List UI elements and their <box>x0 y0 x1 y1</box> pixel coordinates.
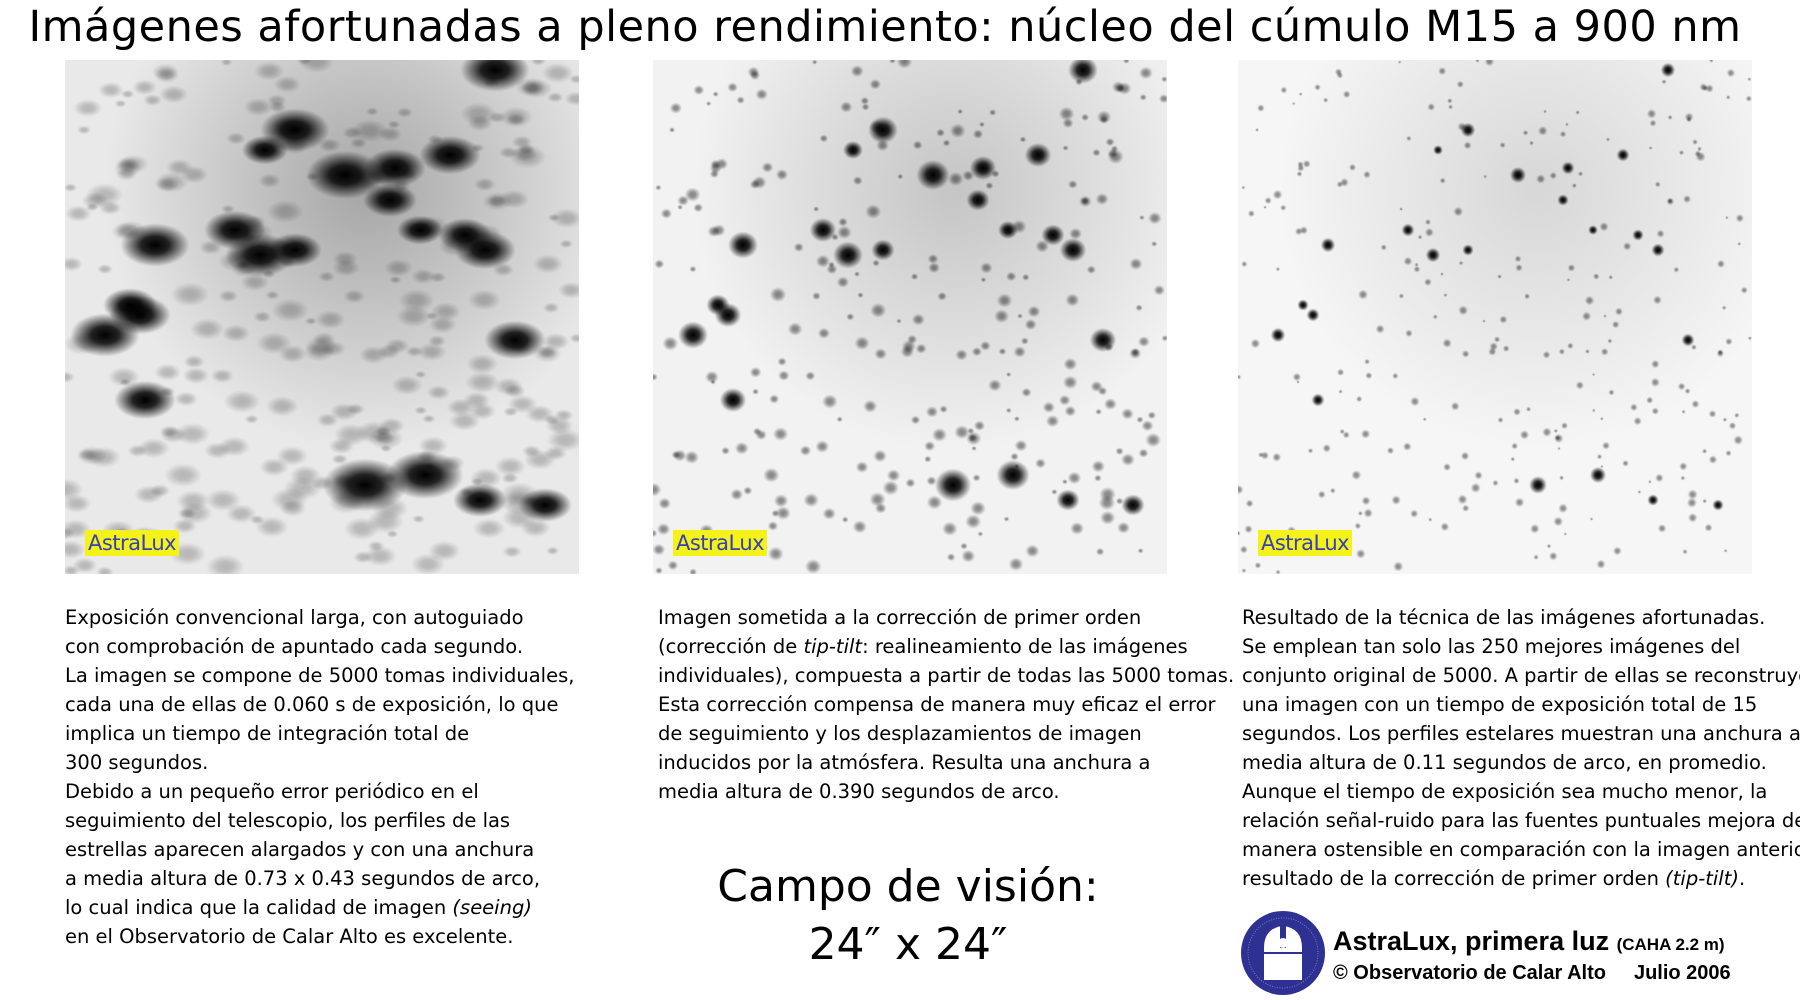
text-segment: a media altura de 0.73 x 0.43 segundos d… <box>65 867 541 890</box>
description-line: manera ostensible en comparación con la … <box>1242 835 1800 864</box>
description-line: media altura de 0.390 segundos de arco. <box>658 777 1234 806</box>
italic-term: (seeing) <box>452 896 532 919</box>
credit-line: © Observatorio de Calar Alto Julio 2006 <box>1333 962 1731 985</box>
astralux-tag: AstraLux <box>85 530 180 556</box>
star-field-image <box>1238 60 1752 574</box>
description-line: conjunto original de 5000. A partir de e… <box>1242 661 1800 690</box>
image-panel-long-exposure: AstraLux <box>65 60 579 574</box>
text-segment: relación señal-ruido para las fuentes pu… <box>1242 809 1800 832</box>
text-segment: con comprobación de apuntado cada segund… <box>65 635 524 658</box>
description-line: con comprobación de apuntado cada segund… <box>65 632 574 661</box>
field-of-view: Campo de visión: 24″ x 24″ <box>648 858 1168 974</box>
description-line: una imagen con un tiempo de exposición t… <box>1242 690 1800 719</box>
description-line: segundos. Los perfiles estelares muestra… <box>1242 719 1800 748</box>
description-line: media altura de 0.11 segundos de arco, e… <box>1242 748 1800 777</box>
text-segment: implica un tiempo de integración total d… <box>65 722 470 745</box>
astralux-tag: AstraLux <box>673 530 768 556</box>
field-of-view-value: 24″ x 24″ <box>808 919 1008 970</box>
description-line: 300 segundos. <box>65 748 574 777</box>
text-segment: estrellas aparecen alargados y con una a… <box>65 838 535 861</box>
text-segment: Exposición convencional larga, con autog… <box>65 606 524 629</box>
description-line: Se emplean tan solo las 250 mejores imág… <box>1242 632 1800 661</box>
description-line: Aunque el tiempo de exposición sea mucho… <box>1242 777 1800 806</box>
text-segment: Aunque el tiempo de exposición sea mucho… <box>1242 780 1768 803</box>
description-long-exposure: Exposición convencional larga, con autog… <box>65 603 574 951</box>
text-segment: Resultado de la técnica de las imágenes … <box>1242 606 1766 629</box>
text-segment: 300 segundos. <box>65 751 209 774</box>
credit-main: AstraLux, primera luz <box>1333 926 1610 956</box>
italic-term: (tip-tilt) <box>1665 867 1739 890</box>
text-segment: en el Observatorio de Calar Alto es exce… <box>65 925 514 948</box>
text-segment: una imagen con un tiempo de exposición t… <box>1242 693 1758 716</box>
description-line: a media altura de 0.73 x 0.43 segundos d… <box>65 864 574 893</box>
description-line: estrellas aparecen alargados y con una a… <box>65 835 574 864</box>
description-line: seguimiento del telescopio, los perfiles… <box>65 806 574 835</box>
description-line: Resultado de la técnica de las imágenes … <box>1242 603 1800 632</box>
text-segment: media altura de 0.390 segundos de arco. <box>658 780 1060 803</box>
astralux-tag: AstraLux <box>1258 530 1353 556</box>
star-field-image <box>65 60 579 574</box>
text-segment: seguimiento del telescopio, los perfiles… <box>65 809 511 832</box>
text-segment: inducidos por la atmósfera. Resulta una … <box>658 751 1151 774</box>
star-field-image <box>653 60 1167 574</box>
credit-copyright: © Observatorio de Calar Alto <box>1333 962 1606 984</box>
description-line: relación señal-ruido para las fuentes pu… <box>1242 806 1800 835</box>
field-of-view-label: Campo de visión: <box>717 861 1099 912</box>
description-line: resultado de la corrección de primer ord… <box>1242 864 1800 893</box>
text-segment: Debido a un pequeño error periódico en e… <box>65 780 479 803</box>
text-segment: : realineamiento de las imágenes <box>862 635 1188 658</box>
page-title: Imágenes afortunadas a pleno rendimiento… <box>28 2 1742 52</box>
description-line: Exposición convencional larga, con autog… <box>65 603 574 632</box>
image-panel-lucky-imaging: AstraLux <box>1238 60 1752 574</box>
text-segment: . <box>1738 867 1746 890</box>
description-line: individuales), compuesta a partir de tod… <box>658 661 1234 690</box>
text-segment: Se emplean tan solo las 250 mejores imág… <box>1242 635 1741 658</box>
text-segment: La imagen se compone de 5000 tomas indiv… <box>65 664 575 687</box>
calar-alto-observatory-logo-icon <box>1241 911 1325 995</box>
text-segment: segundos. Los perfiles estelares muestra… <box>1242 722 1800 745</box>
credit-date: Julio 2006 <box>1633 962 1731 984</box>
description-line: de seguimiento y los desplazamientos de … <box>658 719 1234 748</box>
text-segment: de seguimiento y los desplazamientos de … <box>658 722 1142 745</box>
credit-title: AstraLux, primera luz (CAHA 2.2 m) <box>1333 926 1725 957</box>
italic-term: tip-tilt <box>803 635 863 658</box>
text-segment: cada una de ellas de 0.060 s de exposici… <box>65 693 559 716</box>
text-segment: Imagen sometida a la corrección de prime… <box>658 606 1142 629</box>
description-line: (corrección de tip-tilt: realineamiento … <box>658 632 1234 661</box>
description-lucky-imaging: Resultado de la técnica de las imágenes … <box>1242 603 1800 893</box>
image-panel-tip-tilt: AstraLux <box>653 60 1167 574</box>
description-line: inducidos por la atmósfera. Resulta una … <box>658 748 1234 777</box>
description-line: implica un tiempo de integración total d… <box>65 719 574 748</box>
description-line: Debido a un pequeño error periódico en e… <box>65 777 574 806</box>
description-line: lo cual indica que la calidad de imagen … <box>65 893 574 922</box>
text-segment: (corrección de <box>658 635 804 658</box>
description-line: en el Observatorio de Calar Alto es exce… <box>65 922 574 951</box>
text-segment: resultado de la corrección de primer ord… <box>1242 867 1666 890</box>
text-segment: manera ostensible en comparación con la … <box>1242 838 1800 861</box>
description-line: Imagen sometida a la corrección de prime… <box>658 603 1234 632</box>
description-line: Esta corrección compensa de manera muy e… <box>658 690 1234 719</box>
text-segment: conjunto original de 5000. A partir de e… <box>1242 664 1800 687</box>
credit-telescope: (CAHA 2.2 m) <box>1616 935 1725 954</box>
text-segment: lo cual indica que la calidad de imagen <box>65 896 453 919</box>
text-segment: Esta corrección compensa de manera muy e… <box>658 693 1216 716</box>
text-segment: individuales), compuesta a partir de tod… <box>658 664 1235 687</box>
description-line: cada una de ellas de 0.060 s de exposici… <box>65 690 574 719</box>
text-segment: media altura de 0.11 segundos de arco, e… <box>1242 751 1767 774</box>
description-tip-tilt: Imagen sometida a la corrección de prime… <box>658 603 1234 806</box>
description-line: La imagen se compone de 5000 tomas indiv… <box>65 661 574 690</box>
